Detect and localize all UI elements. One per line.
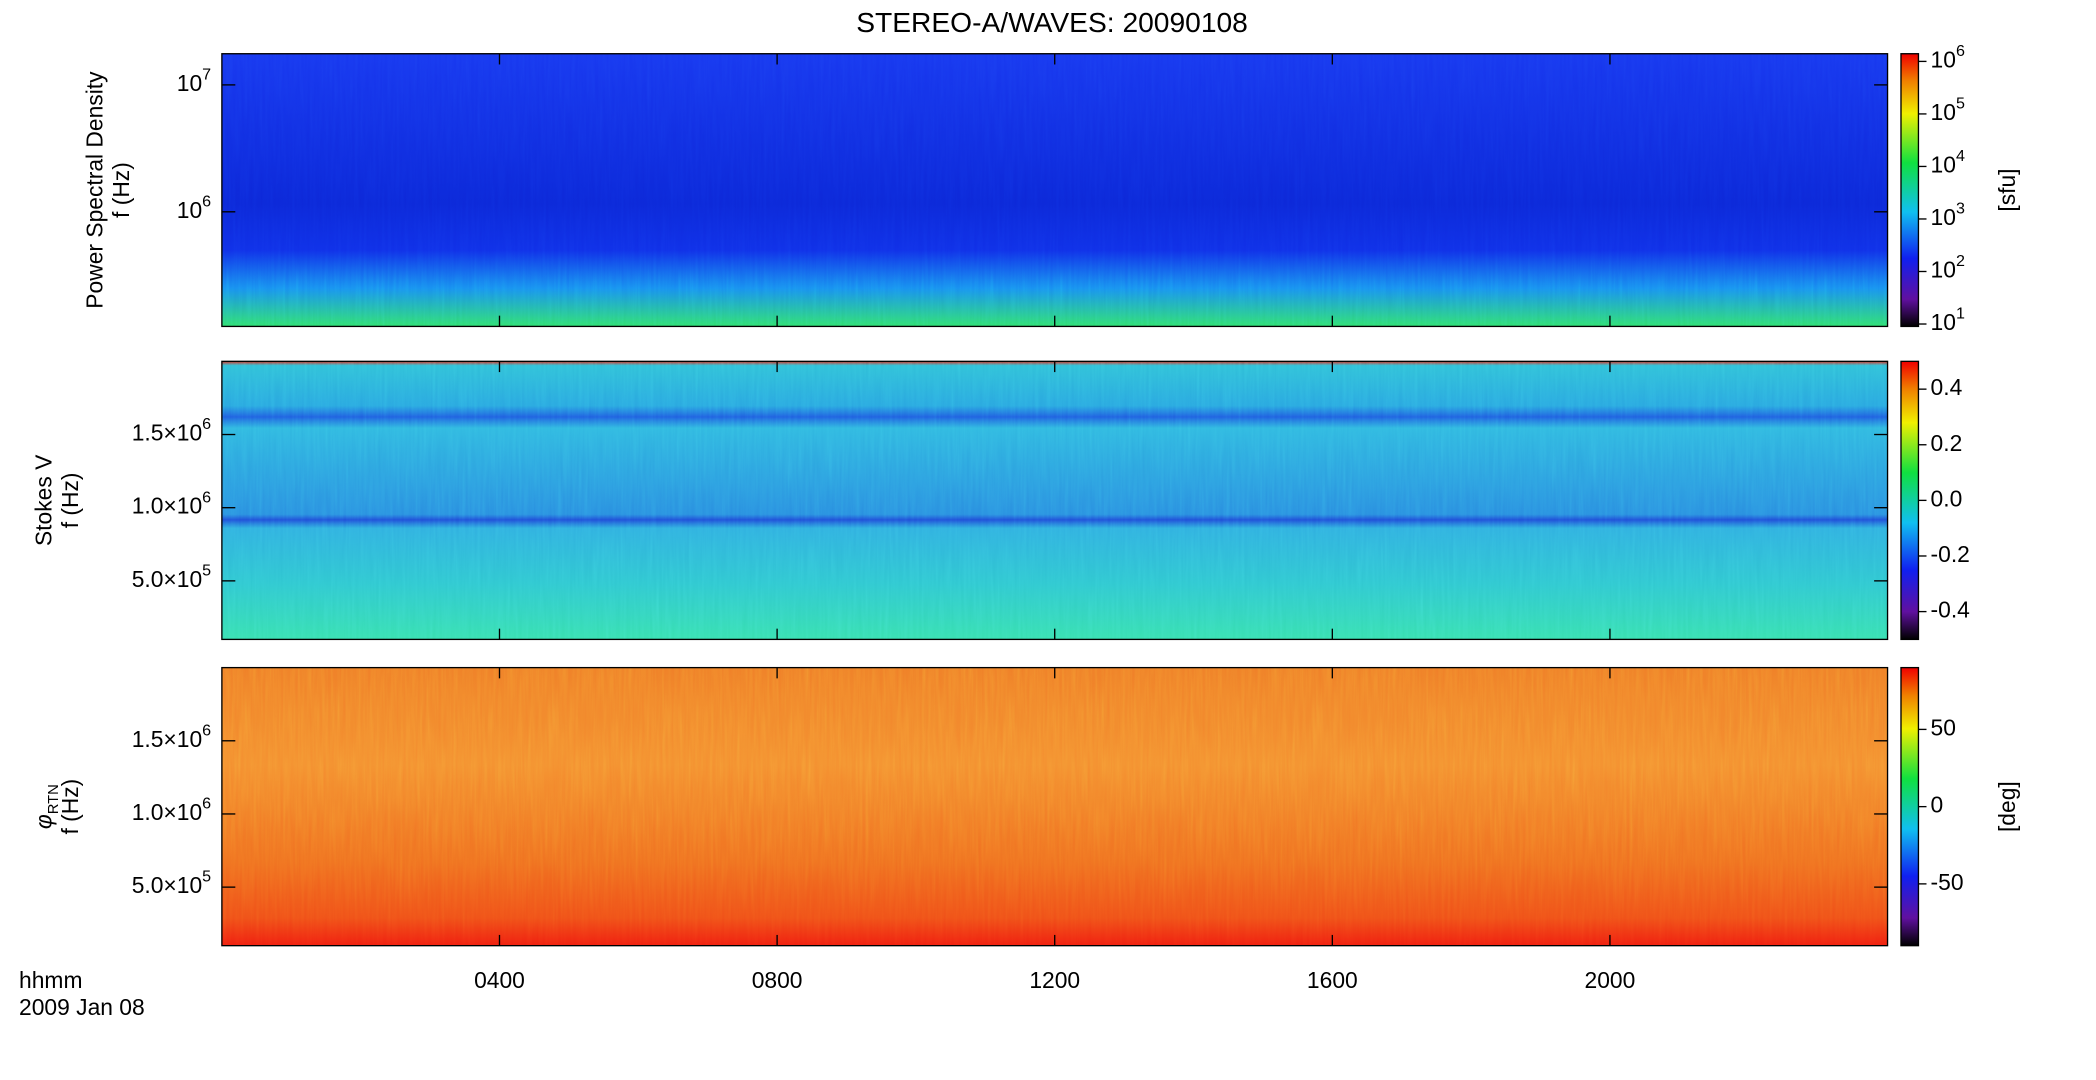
spectrogram-texture [221, 361, 1888, 640]
chart-title: STEREO-A/WAVES: 20090108 [856, 6, 1248, 38]
y-tick-label-base: 5.0×10 [132, 566, 202, 592]
y-tick-label: 107 [177, 66, 211, 96]
colorbar-tick-label: -0.4 [1931, 597, 1971, 623]
x-tick-label: 2000 [1585, 967, 1636, 993]
colorbar-tick-label-base: 10 [1931, 204, 1956, 230]
y-tick-label-base: 1.5×10 [132, 420, 202, 446]
x-tick-label: 0400 [474, 967, 525, 993]
y-label-symbol: φRTN [30, 784, 62, 829]
y-tick-label: 1.5×106 [132, 722, 211, 752]
x-tick-label: 0800 [752, 967, 803, 993]
colorbar-tick-label-base: 10 [1931, 257, 1956, 283]
y-tick-label: 106 [177, 193, 211, 223]
x-label: hhmm [19, 967, 82, 993]
colorbar-tick-label: 0 [1931, 792, 1944, 818]
y-tick-label-exponent: 5 [202, 868, 211, 886]
colorbar-tick-label: 50 [1931, 714, 1956, 740]
y-tick-label: 1.0×106 [132, 795, 211, 825]
colorbar-tick-label: 106 [1931, 42, 1965, 72]
y-label-subscript: RTN [46, 784, 62, 814]
date-label: 2009 Jan 08 [19, 994, 145, 1020]
y-tick-label-exponent: 5 [202, 562, 211, 580]
colorbar-tick-label-base: 10 [1931, 99, 1956, 125]
colorbar-tick-label: 0.4 [1931, 374, 1963, 400]
y-label: Stokes V [30, 454, 56, 546]
y-label: f (Hz) [57, 779, 83, 835]
colorbar-tick-label-base: 10 [1931, 151, 1956, 177]
colorbar-tick-label: 0.0 [1931, 485, 1963, 511]
colorbar-tick-label-exponent: 1 [1956, 305, 1965, 323]
colorbar-tick-label: 103 [1931, 200, 1965, 230]
spectrogram-texture [221, 667, 1888, 946]
y-tick-label-exponent: 6 [202, 795, 211, 813]
colorbar-tick-label-exponent: 4 [1956, 147, 1965, 165]
y-tick-label-exponent: 6 [202, 415, 211, 433]
colorbar [1900, 360, 1920, 641]
colorbar-tick-label: -0.2 [1931, 541, 1970, 567]
y-tick-label-exponent: 7 [202, 66, 211, 84]
y-tick-label-exponent: 6 [202, 722, 211, 740]
y-tick-label-base: 1.0×10 [132, 493, 202, 519]
colorbar [1900, 53, 1920, 328]
y-tick-label-base: 1.5×10 [132, 726, 202, 752]
colorbar-tick-label-base: 10 [1931, 309, 1956, 335]
y-tick-label-base: 1.0×10 [132, 799, 202, 825]
y-label: f (Hz) [57, 472, 83, 528]
colorbar-tick-label-exponent: 2 [1956, 252, 1965, 270]
colorbar-tick-label-base: 10 [1931, 46, 1956, 72]
y-tick-label-base: 10 [177, 70, 202, 96]
colorbar-tick-label: -50 [1931, 869, 1964, 895]
colorbar-tick-label: 102 [1931, 252, 1965, 282]
colorbar-tick-label-base: 0.0 [1931, 485, 1963, 511]
colorbar-tick-label-exponent: 3 [1956, 200, 1965, 218]
colorbar-tick-label: 101 [1931, 305, 1965, 335]
y-tick-label: 1.5×106 [132, 415, 211, 445]
y-tick-label-exponent: 6 [202, 193, 211, 211]
y-tick-label: 5.0×105 [132, 868, 211, 898]
colorbar-tick-label: 0.2 [1931, 430, 1963, 456]
y-tick-label-exponent: 6 [202, 489, 211, 507]
colorbar-tick-label-exponent: 6 [1956, 42, 1965, 60]
y-label: Power Spectral Density [81, 71, 107, 309]
y-label-symbol-base: φ [30, 814, 56, 829]
colorbar-label: [sfu] [1994, 169, 2020, 212]
x-tick-label: 1600 [1307, 967, 1358, 993]
y-label: f (Hz) [108, 162, 134, 218]
colorbar-tick-label-exponent: 5 [1956, 95, 1965, 113]
colorbar-tick-label: 105 [1931, 95, 1965, 125]
y-tick-label-base: 10 [177, 197, 202, 223]
y-tick-label: 1.0×106 [132, 489, 211, 519]
y-tick-label: 5.0×105 [132, 562, 211, 592]
colorbar-label: [deg] [1994, 781, 2020, 832]
colorbar [1900, 666, 1920, 947]
x-tick-label: 1200 [1029, 967, 1080, 993]
spectrogram-texture [221, 53, 1888, 327]
colorbar-tick-label: 104 [1931, 147, 1965, 177]
y-tick-label-base: 5.0×10 [132, 872, 202, 898]
